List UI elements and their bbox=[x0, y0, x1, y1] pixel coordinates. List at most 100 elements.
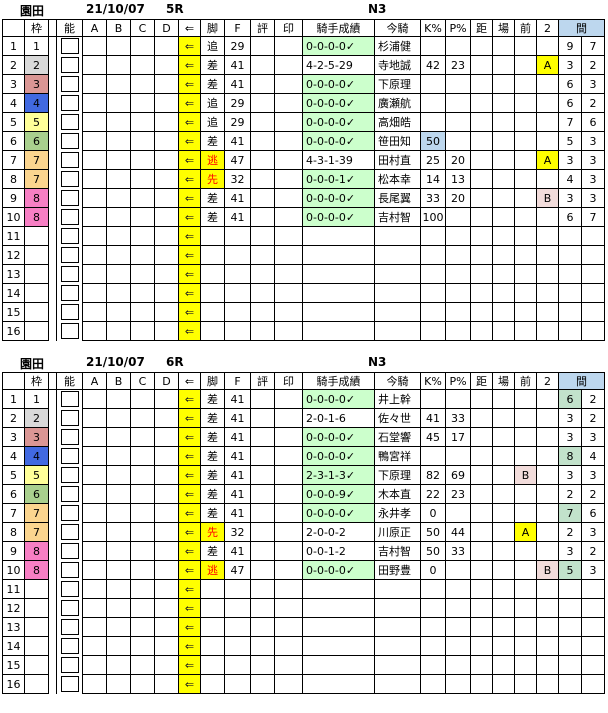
column-header-1: 枠 bbox=[24, 19, 49, 37]
cell-arrow[interactable]: ⇐ bbox=[178, 560, 201, 580]
cell-seiseki: 4-2-5-29 bbox=[302, 55, 375, 75]
cell-arrow[interactable]: ⇐ bbox=[178, 579, 201, 599]
ability-checkbox[interactable] bbox=[60, 95, 79, 111]
cell-arrow[interactable]: ⇐ bbox=[178, 408, 201, 428]
ability-checkbox[interactable] bbox=[60, 638, 79, 654]
cell-mae bbox=[514, 302, 537, 322]
track-name: 園田 bbox=[20, 357, 45, 371]
cell-jockey bbox=[374, 321, 421, 341]
cell-arrow[interactable]: ⇐ bbox=[178, 264, 201, 284]
cell-kpct bbox=[420, 226, 446, 246]
cell-arrow[interactable]: ⇐ bbox=[178, 655, 201, 675]
ability-checkbox[interactable] bbox=[60, 190, 79, 206]
ability-checkbox[interactable] bbox=[60, 304, 79, 320]
cell-ppct bbox=[445, 321, 471, 341]
cell-kyaku: 先 bbox=[200, 169, 225, 189]
cell-arrow[interactable]: ⇐ bbox=[178, 503, 201, 523]
ability-checkbox[interactable] bbox=[60, 505, 79, 521]
ability-checkbox[interactable] bbox=[60, 486, 79, 502]
cell-arrow[interactable]: ⇐ bbox=[178, 321, 201, 341]
ability-checkbox[interactable] bbox=[60, 429, 79, 445]
cell-arrow[interactable]: ⇐ bbox=[178, 598, 201, 618]
cell-hyo bbox=[250, 150, 275, 170]
cell-a bbox=[82, 617, 107, 637]
ability-checkbox[interactable] bbox=[60, 391, 79, 408]
cell-waku: 5 bbox=[24, 112, 49, 132]
ability-checkbox[interactable] bbox=[60, 467, 79, 483]
cell-jockey: 石堂響 bbox=[374, 427, 421, 447]
cell-ma2 bbox=[581, 674, 605, 694]
cell-seiseki bbox=[302, 598, 375, 618]
cell-arrow[interactable]: ⇐ bbox=[178, 226, 201, 246]
ability-checkbox[interactable] bbox=[60, 57, 79, 73]
cell-arrow[interactable]: ⇐ bbox=[178, 541, 201, 561]
cell-ba bbox=[492, 169, 515, 189]
cell-b bbox=[106, 150, 131, 170]
cell-d bbox=[154, 302, 179, 322]
cell-arrow[interactable]: ⇐ bbox=[178, 617, 201, 637]
cell-arrow[interactable]: ⇐ bbox=[178, 150, 201, 170]
cell-in bbox=[274, 446, 303, 466]
cell-arrow[interactable]: ⇐ bbox=[178, 484, 201, 504]
cell-in bbox=[274, 226, 303, 246]
cell-arrow[interactable]: ⇐ bbox=[178, 465, 201, 485]
ability-checkbox[interactable] bbox=[60, 676, 79, 692]
cell-in bbox=[274, 674, 303, 694]
ability-checkbox[interactable] bbox=[60, 323, 79, 339]
ability-checkbox[interactable] bbox=[60, 247, 79, 263]
ability-checkbox[interactable] bbox=[60, 657, 79, 673]
cell-a bbox=[82, 484, 107, 504]
ability-checkbox[interactable] bbox=[60, 266, 79, 282]
cell-waku bbox=[24, 321, 49, 341]
cell-mae bbox=[514, 188, 537, 208]
cell-mae bbox=[514, 321, 537, 341]
cell-nou bbox=[56, 560, 83, 580]
cell-arrow[interactable]: ⇐ bbox=[178, 283, 201, 303]
cell-jockey: 廣瀬航 bbox=[374, 93, 421, 113]
cell-arrow[interactable]: ⇐ bbox=[178, 302, 201, 322]
ability-checkbox[interactable] bbox=[60, 410, 79, 426]
cell-arrow[interactable]: ⇐ bbox=[178, 446, 201, 466]
ability-checkbox[interactable] bbox=[60, 171, 79, 187]
cell-b bbox=[106, 446, 131, 466]
cell-arrow[interactable]: ⇐ bbox=[178, 131, 201, 151]
cell-arrow[interactable]: ⇐ bbox=[178, 36, 201, 56]
column-header-0 bbox=[2, 372, 25, 390]
ability-checkbox[interactable] bbox=[60, 562, 79, 578]
cell-arrow[interactable]: ⇐ bbox=[178, 74, 201, 94]
cell-d bbox=[154, 93, 179, 113]
ability-checkbox[interactable] bbox=[60, 209, 79, 225]
cell-b bbox=[106, 188, 131, 208]
ability-checkbox[interactable] bbox=[60, 133, 79, 149]
ability-checkbox[interactable] bbox=[60, 524, 79, 540]
ability-checkbox[interactable] bbox=[60, 619, 79, 635]
cell-seiseki: 0-0-0-0✓ bbox=[302, 93, 375, 113]
cell-in bbox=[274, 321, 303, 341]
cell-arrow[interactable]: ⇐ bbox=[178, 245, 201, 265]
cell-arrow[interactable]: ⇐ bbox=[178, 427, 201, 447]
cell-d bbox=[154, 169, 179, 189]
cell-arrow[interactable]: ⇐ bbox=[178, 207, 201, 227]
ability-checkbox[interactable] bbox=[60, 152, 79, 168]
cell-ppct bbox=[445, 655, 471, 675]
cell-arrow[interactable]: ⇐ bbox=[178, 112, 201, 132]
ability-checkbox[interactable] bbox=[60, 600, 79, 616]
cell-arrow[interactable]: ⇐ bbox=[178, 636, 201, 656]
cell-arrow[interactable]: ⇐ bbox=[178, 93, 201, 113]
cell-in bbox=[274, 655, 303, 675]
ability-checkbox[interactable] bbox=[60, 38, 79, 55]
cell-arrow[interactable]: ⇐ bbox=[178, 522, 201, 542]
ability-checkbox[interactable] bbox=[60, 76, 79, 92]
ability-checkbox[interactable] bbox=[60, 581, 79, 597]
cell-arrow[interactable]: ⇐ bbox=[178, 55, 201, 75]
cell-arrow[interactable]: ⇐ bbox=[178, 674, 201, 694]
ability-checkbox[interactable] bbox=[60, 228, 79, 244]
cell-seiseki bbox=[302, 579, 375, 599]
cell-arrow[interactable]: ⇐ bbox=[178, 389, 201, 409]
ability-checkbox[interactable] bbox=[60, 114, 79, 130]
ability-checkbox[interactable] bbox=[60, 448, 79, 464]
cell-arrow[interactable]: ⇐ bbox=[178, 188, 201, 208]
cell-arrow[interactable]: ⇐ bbox=[178, 169, 201, 189]
ability-checkbox[interactable] bbox=[60, 543, 79, 559]
ability-checkbox[interactable] bbox=[60, 285, 79, 301]
